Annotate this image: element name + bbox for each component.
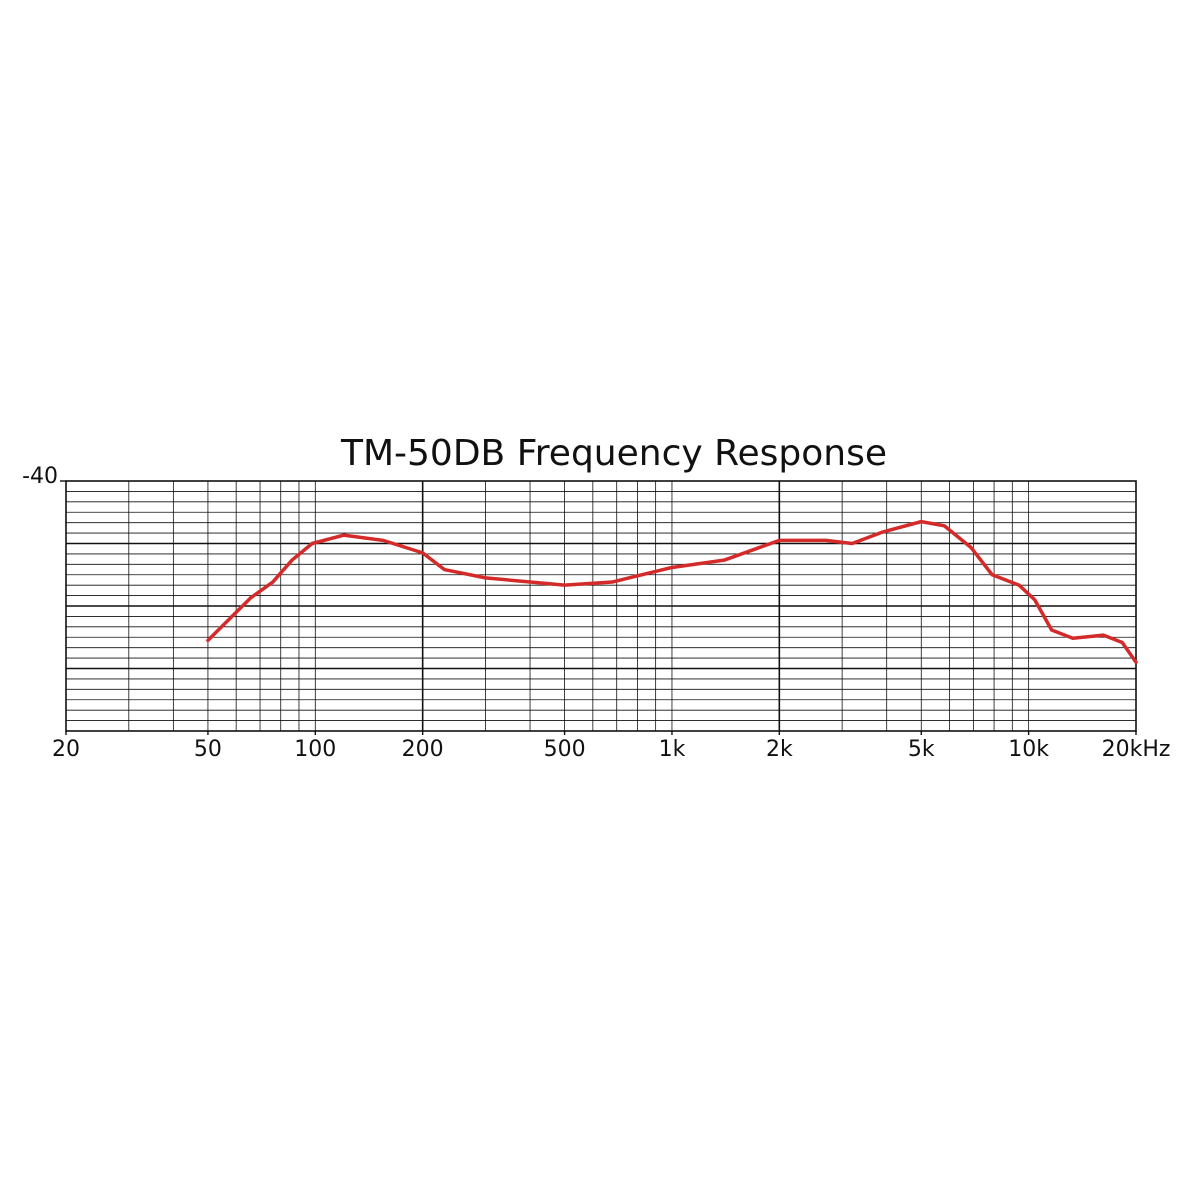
chart-title: TM-50DB Frequency Response	[340, 433, 887, 474]
x-tick-label: 20	[52, 737, 80, 762]
x-tick-label: 500	[544, 737, 586, 762]
x-tick-label: 2k	[766, 737, 793, 762]
x-tick-label: 5k	[908, 737, 935, 762]
x-tick-label: 50	[194, 737, 222, 762]
x-tick-label: 10k	[1008, 737, 1049, 762]
x-tick-label: 200	[402, 737, 444, 762]
plot-frame	[65, 480, 1137, 732]
y-tick-label: -40	[22, 464, 58, 489]
x-tick-label: 1k	[659, 737, 686, 762]
x-tick-label: 20kHz	[1102, 737, 1171, 762]
response-line	[206, 519, 1138, 664]
x-tick-label: 100	[294, 737, 336, 762]
